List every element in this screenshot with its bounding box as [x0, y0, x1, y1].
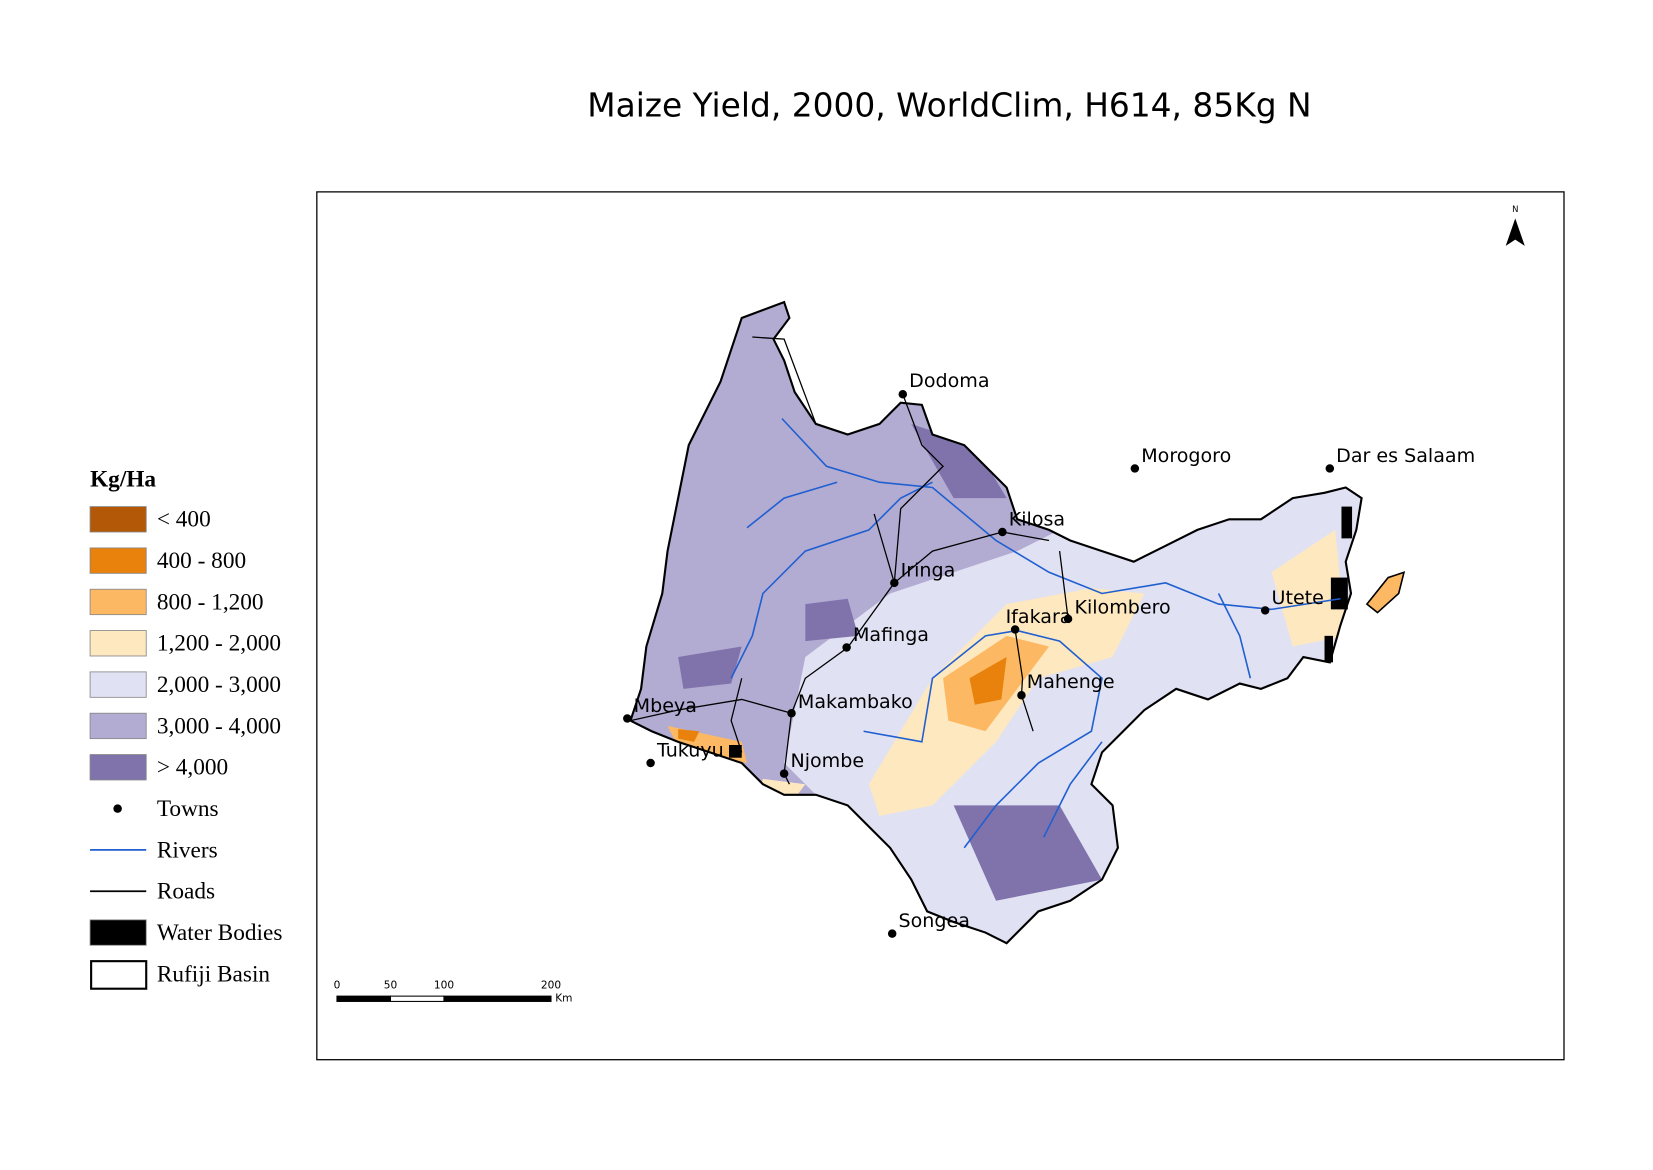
town-dot	[842, 643, 851, 652]
town-label: Iringa	[901, 560, 956, 582]
town-dot	[1260, 606, 1270, 615]
scale-segment	[336, 995, 391, 1002]
town-dot	[623, 714, 632, 723]
legend-swatch	[90, 960, 148, 990]
legend-label: Water Bodies	[157, 920, 283, 946]
legend-label: 400 - 800	[157, 548, 246, 574]
town-label: Tukuyu	[656, 740, 724, 762]
legend-label: Rufiji Basin	[157, 961, 271, 987]
legend-label: 3,000 - 4,000	[157, 713, 281, 739]
legend-label: 2,000 - 3,000	[157, 672, 281, 698]
legend-swatch	[89, 754, 147, 781]
legend-swatch	[89, 712, 147, 740]
town-dot	[1017, 690, 1026, 700]
legend-label: < 400	[157, 507, 211, 533]
town-label: Mbeya	[634, 695, 697, 717]
map-frame	[316, 191, 1565, 1061]
yield-raster	[630, 302, 1362, 944]
rivers	[730, 418, 1341, 849]
legend-swatch	[113, 804, 122, 813]
town-label: Mahenge	[1027, 671, 1115, 693]
north-arrow-shape	[1505, 218, 1525, 246]
legend: Kg/Ha < 400 400 - 800 800 - 1,200 1,200 - 2…	[89, 466, 283, 990]
scale-label: 50	[384, 980, 398, 992]
town-label: Dodoma	[909, 370, 989, 392]
roads	[630, 336, 1069, 785]
basin-outline	[629, 300, 1363, 945]
legend-label: 1,200 - 2,000	[157, 631, 281, 657]
north-arrow: N	[1505, 204, 1525, 246]
legend-label: Roads	[157, 879, 215, 905]
town-dot	[787, 708, 796, 718]
town-label: Makambako	[798, 691, 913, 713]
legend-label: > 4,000	[157, 755, 228, 781]
scale-segment	[443, 995, 552, 1002]
north-label: N	[1512, 204, 1518, 214]
legend-label: Towns	[157, 796, 219, 822]
legend-swatch	[89, 919, 147, 946]
town-label: Utete	[1272, 587, 1324, 609]
town-dot	[1130, 464, 1140, 473]
town-dot	[998, 527, 1007, 537]
scale-label: 0	[334, 980, 341, 992]
town-dot	[1010, 625, 1020, 634]
scale-label: 100	[434, 980, 454, 992]
town-label: Ifakara	[1006, 606, 1072, 628]
legend-swatch	[89, 547, 147, 574]
legend-swatch	[89, 630, 147, 657]
legend-label: 800 - 1,200	[157, 589, 264, 615]
legend-title: Kg/Ha	[90, 466, 156, 492]
town-dot	[890, 578, 899, 588]
town-label: Morogoro	[1141, 445, 1231, 467]
town-dot	[887, 929, 897, 938]
legend-swatch	[89, 671, 147, 698]
map-title: Maize Yield, 2000, WorldClim, H614, 85Kg…	[587, 87, 1311, 125]
towns: Dodoma Morogoro Dar es Salaam Kilosa Iringa I…	[623, 370, 1475, 938]
town-label: Songea	[899, 910, 970, 932]
town-dot	[646, 758, 655, 768]
town-dot	[1325, 464, 1335, 473]
scale-segment	[389, 995, 445, 1002]
town-label: Kilombero	[1074, 597, 1170, 619]
town-label: Kilosa	[1009, 509, 1065, 531]
water-bodies	[729, 506, 1353, 758]
scale-unit: Km	[555, 992, 572, 1004]
town-label: Mafinga	[853, 624, 929, 646]
town-dot	[1063, 614, 1073, 624]
town-label: Njombe	[790, 750, 864, 772]
island	[1365, 571, 1406, 614]
legend-swatch	[89, 506, 147, 533]
scale-label: 200	[541, 980, 561, 992]
town-label: Dar es Salaam	[1336, 445, 1475, 467]
town-dot	[898, 390, 908, 399]
town-dot	[779, 769, 789, 778]
legend-swatch	[89, 588, 147, 616]
legend-label: Rivers	[157, 837, 218, 863]
